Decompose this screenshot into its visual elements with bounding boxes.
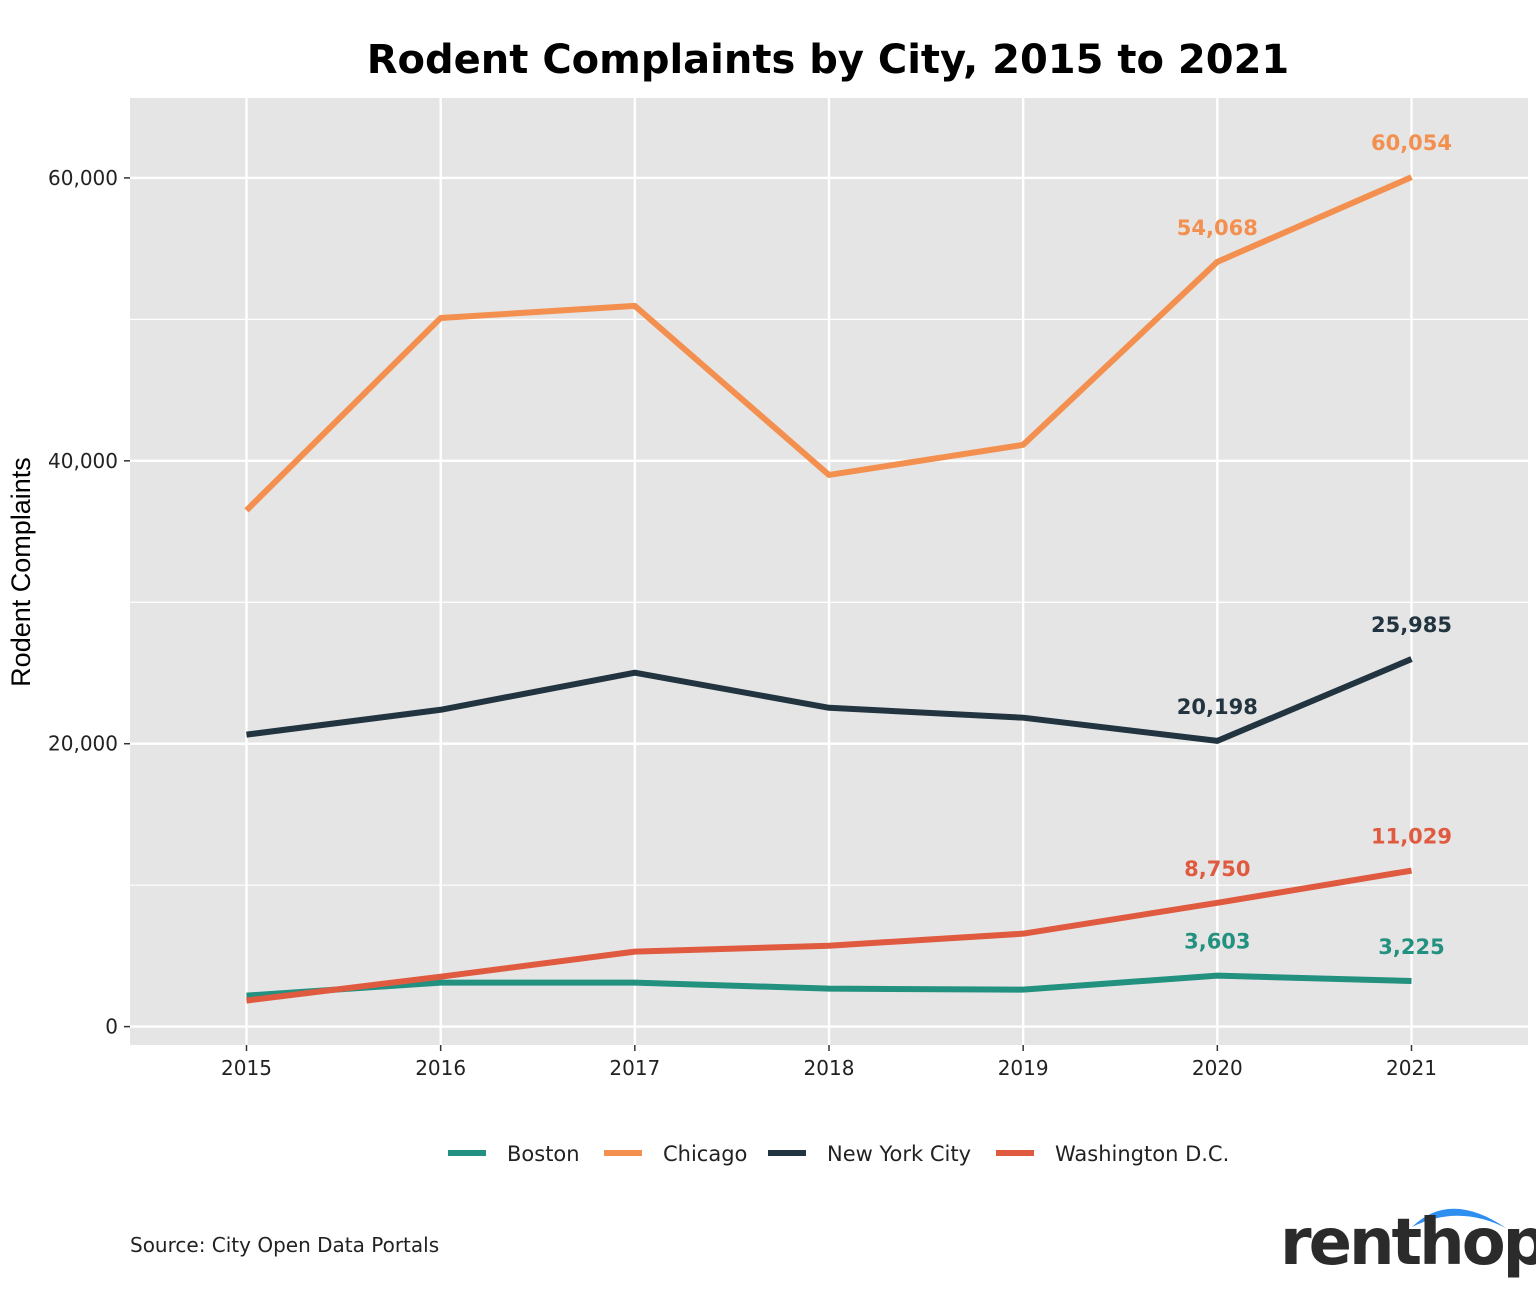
data-label: 3,225 bbox=[1378, 935, 1444, 959]
gridlines bbox=[130, 98, 1528, 1045]
x-tick-label: 2019 bbox=[998, 1056, 1049, 1080]
y-axis-label: Rodent Complaints bbox=[6, 457, 36, 687]
source-note: Source: City Open Data Portals bbox=[130, 1233, 439, 1257]
chart-title: Rodent Complaints by City, 2015 to 2021 bbox=[367, 37, 1289, 83]
legend-label: Washington D.C. bbox=[1055, 1142, 1229, 1166]
y-tick-label: 0 bbox=[105, 1015, 118, 1039]
data-label: 8,750 bbox=[1184, 857, 1250, 881]
series-lines bbox=[244, 174, 1413, 1004]
data-labels: 3,603 3,225 54,068 60,054 20,198 25,985 8,750 1… bbox=[1177, 131, 1452, 959]
x-tick-label: 2017 bbox=[609, 1056, 660, 1080]
data-label: 60,054 bbox=[1371, 131, 1452, 155]
data-label: 20,198 bbox=[1177, 695, 1258, 719]
logo-arc bbox=[1412, 1208, 1506, 1228]
y-tick-label: 20,000 bbox=[48, 732, 118, 756]
data-label: 25,985 bbox=[1371, 613, 1452, 637]
y-tick-label: 60,000 bbox=[48, 166, 118, 190]
legend-label: Chicago bbox=[663, 1142, 747, 1166]
legend-label: New York City bbox=[827, 1142, 971, 1166]
x-tick-label: 2015 bbox=[221, 1056, 272, 1080]
legend: Boston Chicago New York City Washington D.C… bbox=[448, 1142, 1229, 1166]
data-label: 3,603 bbox=[1184, 930, 1250, 954]
data-label: 11,029 bbox=[1371, 825, 1452, 849]
y-tick-label: 40,000 bbox=[48, 449, 118, 473]
x-tick-label: 2018 bbox=[804, 1056, 855, 1080]
x-tick-label: 2020 bbox=[1192, 1056, 1243, 1080]
x-tick-label: 2016 bbox=[415, 1056, 466, 1080]
svg-text:renthop: renthop bbox=[1280, 1206, 1536, 1280]
legend-label: Boston bbox=[507, 1142, 580, 1166]
renthop-logo: renthop bbox=[1280, 1206, 1536, 1280]
x-tick-label: 2021 bbox=[1386, 1056, 1437, 1080]
axes: 0 20,000 40,000 60,000 2015 2016 2017 2018 2019 2… bbox=[48, 166, 1437, 1080]
data-label: 54,068 bbox=[1177, 216, 1258, 240]
